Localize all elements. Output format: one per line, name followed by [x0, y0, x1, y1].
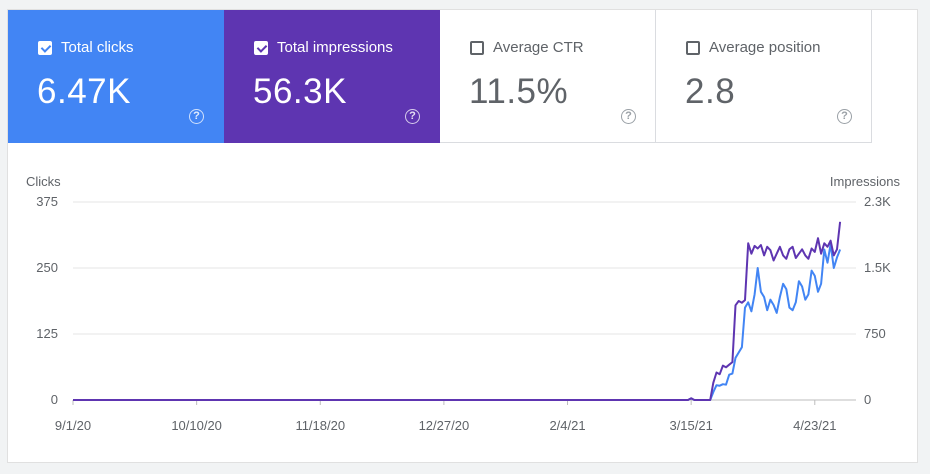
metric-value: 2.8	[685, 72, 736, 111]
series-line-impressions	[73, 221, 842, 401]
x-tick-label: 2/4/21	[549, 418, 585, 433]
help-icon[interactable]: ?	[837, 109, 852, 124]
left-tick-label: 375	[36, 194, 58, 209]
left-axis-title: Clicks	[26, 174, 61, 189]
metric-tile-average-ctr[interactable]: Average CTR 11.5% ?	[440, 10, 656, 143]
metric-label: Average position	[709, 39, 821, 56]
checkbox-icon[interactable]	[38, 40, 52, 55]
metric-tile-total-impressions[interactable]: Total impressions 56.3K ?	[224, 10, 440, 143]
performance-card: Total clicks 6.47K ? Total impressions 5…	[7, 9, 918, 463]
left-tick-label: 125	[36, 326, 58, 341]
right-tick-label: 0	[864, 392, 871, 407]
x-tick-label: 4/23/21	[793, 418, 836, 433]
left-axis-ticks: 375 250 125 0	[36, 194, 58, 407]
help-icon[interactable]: ?	[621, 109, 636, 124]
metric-label: Total impressions	[277, 39, 393, 56]
x-tick-label: 10/10/20	[171, 418, 222, 433]
help-icon[interactable]: ?	[405, 109, 420, 124]
series-line-clicks	[73, 243, 842, 401]
x-tick-label: 3/15/21	[669, 418, 712, 433]
metric-tiles: Total clicks 6.47K ? Total impressions 5…	[8, 10, 872, 143]
help-icon[interactable]: ?	[189, 109, 204, 124]
metric-label: Total clicks	[61, 39, 134, 56]
x-axis-ticks: 9/1/20 10/10/20 11/18/20 12/27/20 2/4/21 3/15…	[55, 400, 836, 433]
metric-tile-header: Total impressions	[254, 39, 393, 56]
metric-tile-average-position[interactable]: Average position 2.8 ?	[656, 10, 872, 143]
metric-value: 56.3K	[253, 72, 347, 111]
left-tick-label: 250	[36, 260, 58, 275]
x-tick-label: 9/1/20	[55, 418, 91, 433]
metric-value: 11.5%	[469, 72, 569, 111]
right-tick-label: 2.3K	[864, 194, 891, 209]
right-axis-ticks: 2.3K 1.5K 750 0	[864, 194, 891, 407]
metric-tile-header: Total clicks	[38, 39, 134, 56]
right-tick-label: 1.5K	[864, 260, 891, 275]
series-lines	[73, 221, 842, 401]
metric-tile-total-clicks[interactable]: Total clicks 6.47K ?	[8, 10, 224, 143]
x-tick-label: 11/18/20	[295, 418, 345, 433]
metric-tile-header: Average position	[686, 39, 820, 56]
right-tick-label: 750	[864, 326, 886, 341]
checkbox-icon[interactable]	[254, 40, 268, 55]
checkbox-icon[interactable]	[686, 40, 700, 55]
left-tick-label: 0	[51, 392, 58, 407]
performance-chart[interactable]: Clicks Impressions 375 250 125 0 2.3K 1.5K 75…	[8, 10, 917, 462]
checkbox-icon[interactable]	[470, 40, 484, 55]
metric-value: 6.47K	[37, 72, 131, 111]
metric-label: Average CTR	[493, 39, 584, 56]
right-axis-title: Impressions	[830, 174, 901, 189]
x-tick-label: 12/27/20	[419, 418, 470, 433]
metric-tile-header: Average CTR	[470, 39, 584, 56]
